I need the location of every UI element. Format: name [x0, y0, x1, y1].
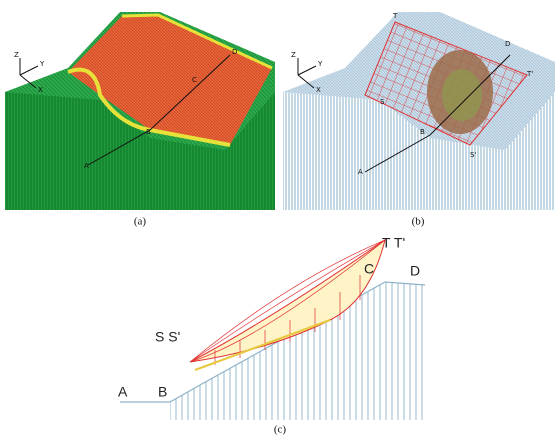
point-label: D [410, 263, 420, 279]
panel-a: Z Y X D C B A (a) [5, 12, 275, 228]
axis-label: Z [14, 51, 19, 59]
point-label: C [192, 76, 197, 84]
point-label: A [358, 168, 363, 176]
point-label: C [364, 261, 374, 277]
point-label: B [158, 384, 167, 400]
axis-label: X [38, 86, 43, 94]
figure: Z Y X D C B A (a) Z Y X T D T' S B S' A … [0, 0, 560, 438]
panel-label: (a) [134, 216, 147, 228]
point-label: S S' [155, 329, 180, 345]
point-label: B [146, 128, 151, 136]
point-label: T T' [382, 235, 405, 251]
panel-c: T T' C D S S' A B (c) [118, 235, 425, 436]
axis-label: Z [291, 51, 296, 59]
panel-label: (c) [274, 424, 287, 436]
axis-label: Y [317, 60, 323, 68]
point-label: A [84, 162, 89, 170]
panel-label: (b) [412, 216, 425, 228]
axis-label: Y [39, 60, 45, 68]
point-label: S' [470, 151, 476, 159]
axis-label: X [316, 86, 321, 94]
point-label: S [380, 98, 385, 106]
point-label: D [505, 40, 510, 48]
point-label: T [392, 12, 398, 20]
point-label: B [420, 128, 425, 136]
point-label: A [118, 384, 128, 400]
point-label: D [232, 48, 237, 56]
point-label: T' [526, 70, 533, 78]
panel-b: Z Y X T D T' S B S' A (b) [283, 12, 555, 228]
